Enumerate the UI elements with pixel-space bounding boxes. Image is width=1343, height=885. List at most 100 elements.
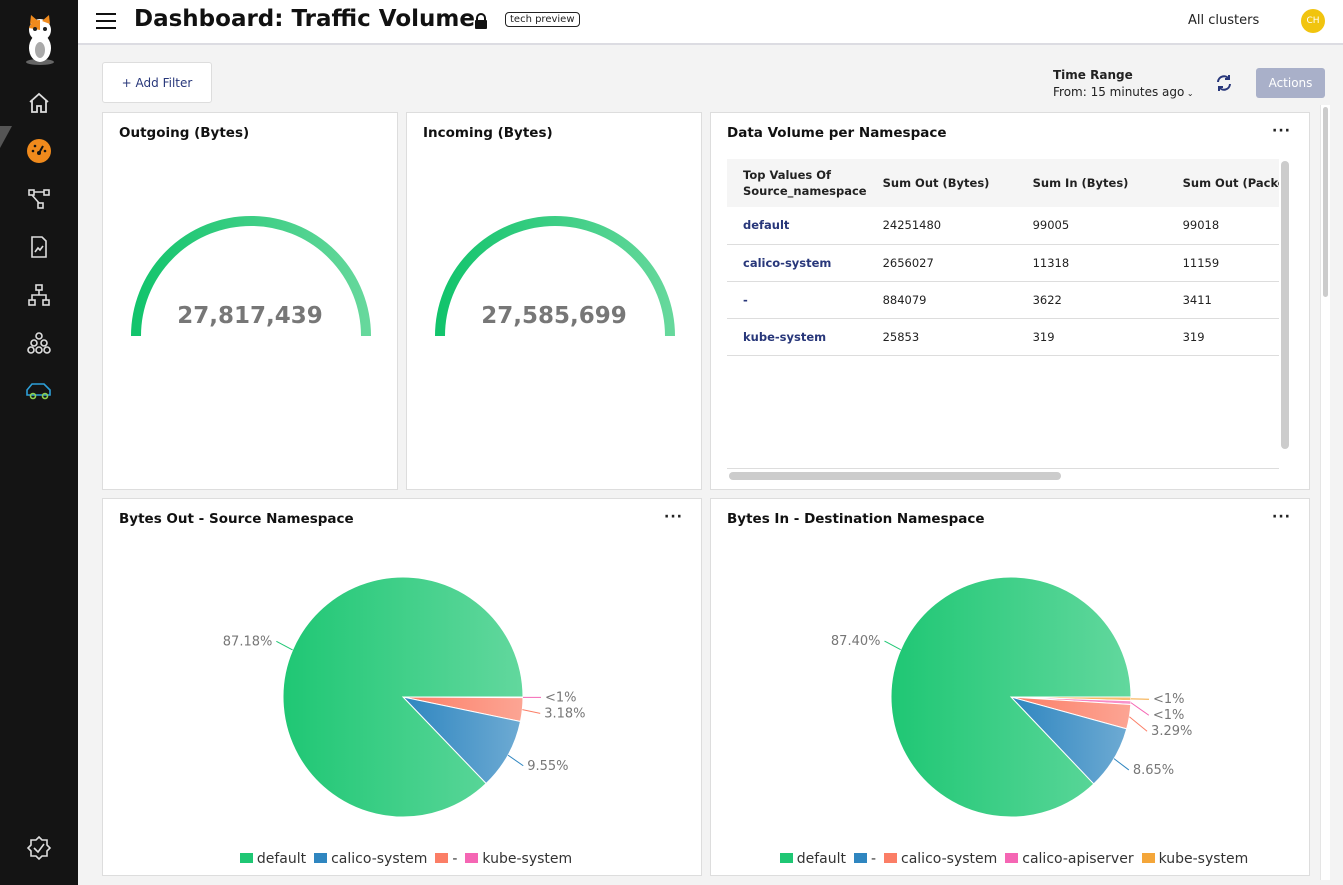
legend-item[interactable]: - bbox=[846, 851, 876, 867]
more-options-icon[interactable]: ··· bbox=[664, 509, 683, 525]
page-scrollbar[interactable] bbox=[1320, 105, 1330, 880]
column-header[interactable]: Sum In (Bytes) bbox=[1016, 159, 1167, 207]
traffic-icon[interactable] bbox=[24, 376, 54, 406]
label-leader bbox=[884, 640, 901, 651]
legend-item[interactable]: default bbox=[232, 851, 306, 867]
legend-item[interactable]: calico-system bbox=[876, 851, 997, 867]
gauge-value: 27,585,699 bbox=[481, 303, 627, 329]
gauge-value: 27,817,439 bbox=[177, 303, 323, 329]
slice-label: 8.65% bbox=[1133, 763, 1174, 778]
legend-item[interactable]: kube-system bbox=[457, 851, 572, 867]
namespace-link[interactable]: kube-system bbox=[727, 318, 867, 356]
pie-slice-default[interactable] bbox=[282, 576, 524, 818]
slice-label: <1% bbox=[545, 690, 577, 705]
topology-icon[interactable] bbox=[24, 184, 54, 214]
legend: default calico-system - kube-system bbox=[103, 851, 701, 867]
cluster-icon[interactable] bbox=[24, 328, 54, 358]
chevron-down-icon: ⌄ bbox=[1184, 89, 1194, 98]
legend-label: - bbox=[452, 851, 458, 867]
legend-item[interactable]: kube-system bbox=[1134, 851, 1249, 867]
legend-label: calico-apiserver bbox=[1022, 851, 1134, 867]
policy-icon[interactable] bbox=[24, 232, 54, 262]
legend-swatch bbox=[853, 853, 867, 863]
table-row: -884079 3622 3411 bbox=[727, 281, 1279, 319]
avatar[interactable]: CH bbox=[1301, 9, 1325, 33]
sidebar bbox=[0, 0, 78, 885]
bytes-in-pie-card: Bytes In - Destination Namespace ··· <1%… bbox=[710, 498, 1310, 876]
legend-swatch bbox=[1141, 853, 1155, 863]
menu-icon[interactable] bbox=[96, 13, 116, 29]
table-cell: 11318 bbox=[1016, 244, 1167, 282]
gauge bbox=[131, 216, 371, 337]
slice-label: 87.40% bbox=[831, 634, 881, 649]
card-title: Data Volume per Namespace bbox=[727, 125, 947, 141]
time-range-label: Time Range bbox=[1053, 68, 1133, 82]
table-cell: 2656027 bbox=[866, 244, 1017, 282]
slice-label: 87.18% bbox=[223, 634, 273, 649]
namespace-link[interactable]: calico-system bbox=[727, 244, 867, 282]
cluster-selector[interactable]: All clusters bbox=[1188, 13, 1260, 28]
add-filter-button[interactable]: + Add Filter bbox=[102, 62, 212, 103]
legend-swatch bbox=[239, 853, 253, 863]
label-leader bbox=[507, 754, 524, 767]
time-range-value: From: 15 minutes ago bbox=[1053, 85, 1185, 99]
column-header[interactable]: Sum Out (Packet bbox=[1166, 159, 1279, 207]
legend-item[interactable]: calico-system bbox=[306, 851, 427, 867]
table-horizontal-scrollbar[interactable] bbox=[729, 472, 1061, 480]
pie-chart: <1%<1%3.29%8.65%87.40% bbox=[831, 576, 1192, 818]
dashboard-icon[interactable] bbox=[24, 136, 54, 166]
legend-label: default bbox=[796, 851, 846, 867]
actions-button[interactable]: Actions bbox=[1256, 68, 1325, 98]
legend-swatch bbox=[1005, 853, 1019, 863]
legend-label: - bbox=[870, 851, 877, 867]
time-range-picker[interactable]: From: 15 minutes ago ⌄ bbox=[1053, 85, 1194, 99]
table-cell: 3622 bbox=[1016, 281, 1167, 319]
legend-label: kube-system bbox=[1158, 851, 1249, 867]
refresh-icon[interactable] bbox=[1215, 74, 1233, 96]
legend-swatch bbox=[884, 853, 898, 863]
legend-label: calico-system bbox=[331, 851, 428, 867]
data-table: Top Values Of Source_namespace Sum Out (… bbox=[727, 159, 1279, 356]
card-title: Bytes Out - Source Namespace bbox=[119, 511, 354, 527]
outgoing-gauge-card: Outgoing (Bytes) 27,817,439 bbox=[102, 112, 398, 490]
table-row: kube-system 25853 319 319 bbox=[727, 318, 1279, 356]
legend-swatch bbox=[435, 853, 449, 863]
namespace-link[interactable]: default bbox=[727, 207, 867, 245]
table-cell: 11159 bbox=[1166, 244, 1279, 282]
legend-item[interactable]: default bbox=[772, 851, 846, 867]
legend-swatch bbox=[779, 853, 793, 863]
incoming-gauge-card: Incoming (Bytes) 27,585,699 bbox=[406, 112, 702, 490]
table-container: Top Values Of Source_namespace Sum Out (… bbox=[727, 159, 1279, 469]
table-cell: 884079 bbox=[866, 281, 1017, 319]
card-title: Incoming (Bytes) bbox=[423, 125, 553, 141]
legend-label: default bbox=[256, 851, 307, 867]
active-indicator bbox=[0, 126, 12, 148]
table-cell: 99018 bbox=[1166, 207, 1279, 245]
page-title: Dashboard: Traffic Volume bbox=[134, 6, 475, 32]
legend-swatch bbox=[465, 853, 479, 863]
legend-item[interactable]: calico-apiserver bbox=[997, 851, 1134, 867]
gauge bbox=[435, 216, 675, 337]
table-vertical-scrollbar[interactable] bbox=[1281, 161, 1289, 451]
namespace-table-card: Data Volume per Namespace ··· Top Values… bbox=[710, 112, 1310, 490]
legend-item[interactable]: - bbox=[427, 851, 457, 867]
legend-swatch bbox=[314, 853, 328, 863]
more-options-icon[interactable]: ··· bbox=[1272, 509, 1291, 525]
column-header[interactable]: Top Values Of Source_namespace bbox=[727, 159, 867, 207]
card-title: Outgoing (Bytes) bbox=[119, 125, 250, 141]
status-check-icon[interactable] bbox=[24, 833, 54, 863]
label-leader bbox=[1130, 702, 1150, 716]
table-row: default 24251480 99005 99018 bbox=[727, 207, 1279, 245]
namespace-link[interactable]: - bbox=[727, 281, 867, 319]
table-cell: 24251480 bbox=[866, 207, 1017, 245]
bytes-out-pie-card: Bytes Out - Source Namespace ··· <1% 3.18… bbox=[102, 498, 702, 876]
network-icon[interactable] bbox=[24, 280, 54, 310]
column-header[interactable]: Sum Out (Bytes) bbox=[866, 159, 1017, 207]
legend-label: kube-system bbox=[482, 851, 573, 867]
label-leader bbox=[1113, 758, 1130, 771]
card-title: Bytes In - Destination Namespace bbox=[727, 511, 985, 527]
legend-label: calico-system bbox=[901, 851, 998, 867]
more-options-icon[interactable]: ··· bbox=[1272, 123, 1291, 139]
slice-label: 3.18% bbox=[544, 706, 585, 721]
home-icon[interactable] bbox=[24, 88, 54, 118]
